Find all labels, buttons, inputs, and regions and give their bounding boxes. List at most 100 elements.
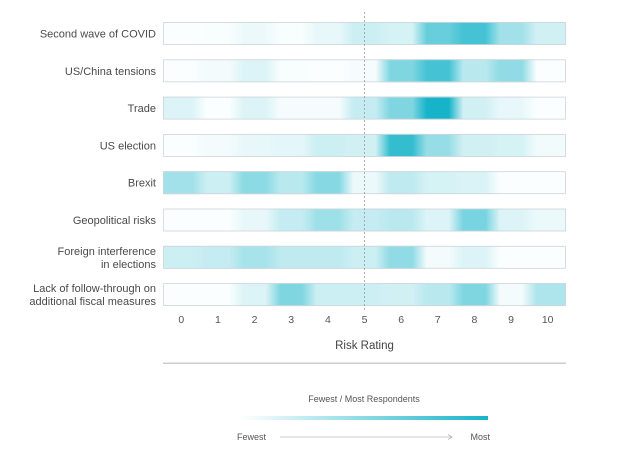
- heatmap-bar: [163, 59, 566, 83]
- x-tick-label: 3: [288, 314, 294, 326]
- legend-low-label: Fewest: [237, 432, 267, 442]
- heatmap-cell: [236, 134, 273, 157]
- heatmap-cell: [456, 283, 493, 306]
- heatmap-cell: [236, 22, 273, 45]
- heatmap-cell: [163, 209, 200, 232]
- x-tick-label: 0: [178, 314, 184, 326]
- legend-high-label: Most: [470, 432, 490, 442]
- heatmap-cell: [493, 22, 530, 45]
- heatmap-row: US/China tensions: [65, 59, 566, 83]
- heatmap-cell: [236, 246, 273, 269]
- risk-label: Geopolitical risks: [73, 215, 157, 227]
- heatmap-bar: [163, 283, 566, 307]
- heatmap-cell: [346, 59, 383, 82]
- legend: Fewest / Most Respondents Fewest Most: [237, 394, 490, 442]
- risk-label: Second wave of COVID: [40, 29, 156, 41]
- heatmap-cell: [383, 22, 420, 45]
- heatmap-cell: [273, 22, 310, 45]
- heatmap-cell: [456, 22, 493, 45]
- legend-title: Fewest / Most Respondents: [308, 394, 420, 404]
- heatmap-cell: [529, 22, 566, 45]
- heatmap-cell: [383, 134, 420, 157]
- heatmap-cell: [529, 134, 566, 157]
- x-tick-label: 10: [542, 314, 554, 326]
- heatmap-cell: [273, 246, 310, 269]
- heatmap-cell: [529, 209, 566, 232]
- heatmap-cell: [310, 134, 347, 157]
- legend-gradient-bar: [240, 416, 488, 420]
- heatmap-cell: [273, 59, 310, 82]
- heatmap-cell: [529, 283, 566, 306]
- x-tick-label: 1: [215, 314, 221, 326]
- heatmap-cell: [200, 209, 237, 232]
- heatmap-cell: [456, 246, 493, 269]
- heatmap-cell: [383, 209, 420, 232]
- heatmap-cell: [163, 97, 200, 120]
- heatmap-cell: [273, 283, 310, 306]
- x-tick-label: 5: [362, 314, 368, 326]
- heatmap-cell: [273, 209, 310, 232]
- x-tick-label: 9: [508, 314, 514, 326]
- heatmap-cell: [310, 283, 347, 306]
- heatmap-cell: [493, 97, 530, 120]
- heatmap-cell: [163, 246, 200, 269]
- risk-label: in elections: [101, 259, 157, 271]
- heatmap-cell: [200, 59, 237, 82]
- heatmap-cell: [419, 97, 456, 120]
- risk-label: US/China tensions: [65, 66, 157, 78]
- heatmap-cell: [493, 246, 530, 269]
- heatmap-cell: [419, 22, 456, 45]
- heatmap-cell: [346, 283, 383, 306]
- heatmap-cell: [456, 97, 493, 120]
- risk-label: Foreign interference: [58, 246, 156, 258]
- heatmap-cell: [383, 283, 420, 306]
- heatmap-cell: [273, 97, 310, 120]
- heatmap-cell: [346, 171, 383, 194]
- heatmap-row: Geopolitical risks: [73, 208, 566, 232]
- heatmap-cell: [383, 171, 420, 194]
- heatmap-cell: [200, 22, 237, 45]
- heatmap-rows: Second wave of COVID US/China tensions Tra…: [29, 22, 566, 308]
- heatmap-row: Trade: [128, 96, 566, 120]
- heatmap-cell: [419, 59, 456, 82]
- heatmap-cell: [310, 171, 347, 194]
- x-axis-ticks: 0 1 2 3 4 5 6 7 8 9 10: [178, 314, 553, 326]
- heatmap-cell: [273, 134, 310, 157]
- heatmap-cell: [163, 134, 200, 157]
- heatmap-cell: [493, 134, 530, 157]
- legend-arrowhead-icon: [447, 434, 453, 440]
- risk-label: additional fiscal measures: [29, 296, 156, 308]
- heatmap-row: Brexit: [128, 171, 566, 195]
- heatmap-bar: [163, 171, 566, 195]
- heatmap-cell: [310, 22, 347, 45]
- heatmap-cell: [529, 171, 566, 194]
- heatmap-cell: [493, 283, 530, 306]
- heatmap-cell: [493, 209, 530, 232]
- heatmap-cell: [200, 97, 237, 120]
- risk-label: Brexit: [128, 178, 156, 190]
- heatmap-cell: [419, 171, 456, 194]
- heatmap-cell: [236, 97, 273, 120]
- heatmap-cell: [310, 97, 347, 120]
- x-tick-label: 8: [471, 314, 477, 326]
- heatmap-cell: [493, 59, 530, 82]
- heatmap-cell: [310, 246, 347, 269]
- heatmap-cell: [383, 97, 420, 120]
- heatmap-cell: [456, 209, 493, 232]
- risk-label: US election: [100, 140, 156, 152]
- heatmap-cell: [493, 171, 530, 194]
- heatmap-cell: [163, 283, 200, 306]
- heatmap-cell: [456, 59, 493, 82]
- heatmap-cell: [273, 171, 310, 194]
- heatmap-cell: [529, 97, 566, 120]
- x-tick-label: 4: [325, 314, 331, 326]
- heatmap-cell: [200, 246, 237, 269]
- heatmap-cell: [383, 59, 420, 82]
- heatmap-cell: [163, 59, 200, 82]
- heatmap-cell: [236, 209, 273, 232]
- heatmap-cell: [200, 283, 237, 306]
- risk-label: Trade: [128, 103, 156, 115]
- heatmap-row: Second wave of COVID: [40, 22, 566, 45]
